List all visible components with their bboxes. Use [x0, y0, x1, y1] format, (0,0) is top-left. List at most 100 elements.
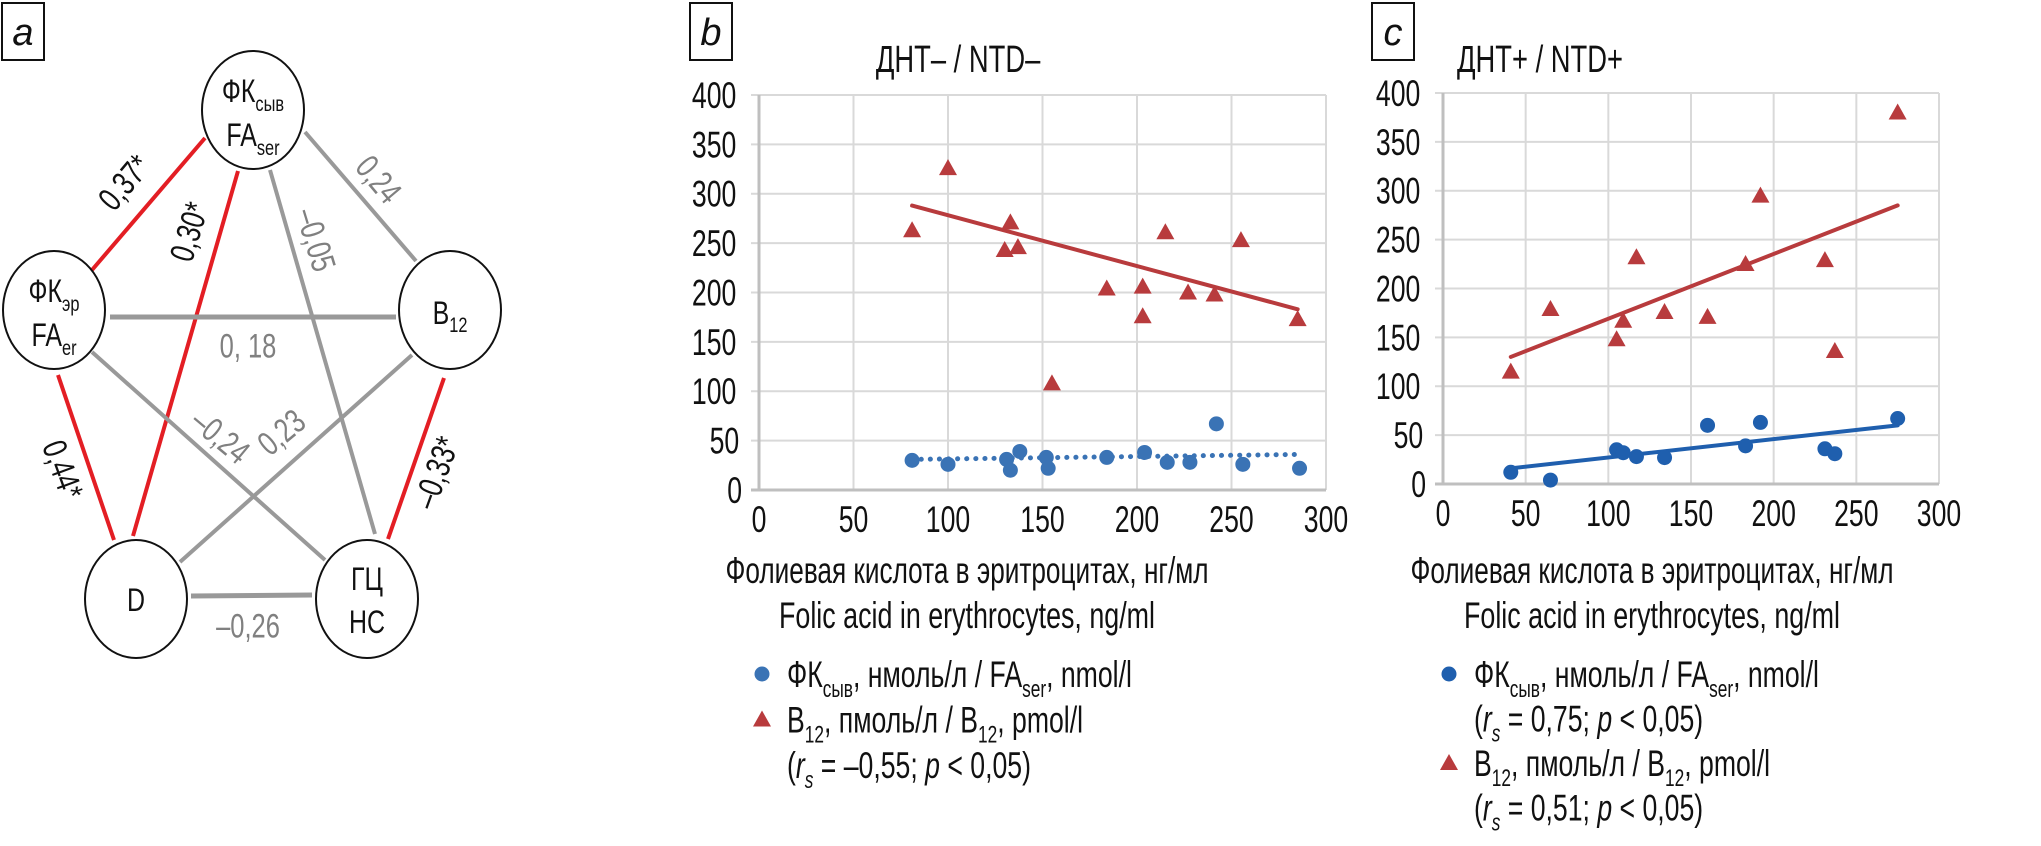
legend-subscript: ser	[1709, 676, 1733, 702]
data-point-fa-ser	[1628, 449, 1644, 465]
legend-entry: (rs = 0,51; p < 0,05)	[1474, 787, 1703, 836]
data-point-b12	[939, 159, 957, 176]
y-tick-label: 150	[1376, 317, 1420, 358]
x-tick-label: 150	[1669, 493, 1713, 534]
legend-marker-circle	[1441, 666, 1457, 682]
legend-subscript: 12	[978, 722, 997, 748]
node-d: D	[84, 539, 188, 659]
data-point-fa-ser	[1827, 446, 1843, 462]
data-point-fa-ser	[1012, 443, 1028, 459]
data-point-fa-ser	[1040, 460, 1056, 476]
legend-text-part: (	[1474, 698, 1483, 739]
y-tick-label: 250	[1376, 219, 1420, 260]
x-tick-label: 50	[839, 499, 869, 540]
data-point-b12	[1541, 300, 1560, 317]
data-point-fa-ser	[1235, 456, 1251, 472]
data-point-fa-ser	[1700, 417, 1716, 433]
data-point-b12	[1001, 213, 1020, 230]
data-point-b12	[1627, 248, 1646, 265]
edge-faer-d	[56, 374, 116, 541]
trendline-fa-ser	[1508, 423, 1900, 471]
edge-b12-hc	[386, 377, 446, 540]
legend-text-part: = 0,75;	[1500, 698, 1597, 739]
x-axis-title-ru: Фолиевая кислота в эритроцитах, нг/мл	[1411, 550, 1894, 591]
y-tick-label: 100	[692, 371, 736, 412]
data-point-b12	[1888, 103, 1907, 120]
legend-subscript: s	[805, 767, 814, 793]
x-tick-label: 0	[1436, 493, 1451, 534]
data-point-b12	[1825, 342, 1844, 359]
data-point-fa-ser	[1752, 414, 1768, 430]
data-point-fa-ser	[1137, 444, 1153, 460]
data-point-fa-ser	[1099, 449, 1115, 465]
legend-subscript: 12	[1492, 765, 1511, 791]
edge-b12-d	[178, 353, 414, 564]
x-tick-label: 200	[1751, 493, 1795, 534]
data-point-b12	[1698, 307, 1717, 324]
y-tick-label: 300	[1376, 170, 1420, 211]
edge-label-b12-hc: –0,33*	[407, 432, 467, 514]
legend-text-part: p	[924, 745, 940, 786]
legend-subscript: 12	[805, 722, 824, 748]
panel-label-c: c	[1384, 12, 1403, 54]
data-point-b12	[1655, 302, 1674, 319]
y-tick-label: 350	[1376, 122, 1420, 163]
data-point-fa-ser	[1615, 445, 1631, 461]
y-tick-label: 200	[692, 272, 736, 313]
legend-text-part: B	[787, 699, 805, 740]
legend-text-part: , пмоль/л / B	[824, 699, 978, 740]
x-tick-label: 300	[1304, 499, 1348, 540]
edge-faser-d	[131, 170, 240, 537]
data-point-b12	[1156, 223, 1175, 240]
legend-text-part: < 0,05)	[940, 745, 1031, 786]
y-tick-label: 0	[1411, 464, 1426, 505]
edge-d-hc	[190, 592, 313, 599]
y-tick-label: 150	[692, 322, 736, 363]
y-tick-label: 300	[692, 173, 736, 214]
legend-text-part: r	[1483, 787, 1493, 828]
x-tick-label: 100	[1586, 493, 1630, 534]
node-fa-ser-line1: ФКсыв	[222, 74, 284, 115]
legend-entry: (rs = 0,75; p < 0,05)	[1474, 698, 1703, 747]
node-b12: B12	[398, 250, 502, 370]
data-point-b12	[1751, 186, 1770, 203]
legend-text-part: (	[787, 745, 796, 786]
panel-label-box-c	[1371, 2, 1415, 61]
legend-text-part: B	[1474, 743, 1492, 784]
data-point-b12	[1736, 255, 1755, 272]
chart-panel-b: b ДНТ– / NTD– 0 50 100 150 200 250 300 0 50 100 150 2…	[689, 2, 1348, 794]
panel-label-a: a	[12, 12, 33, 54]
edge-label-faer-faser: 0,37*	[92, 148, 159, 218]
chart-title: ДНТ– / NTD–	[876, 39, 1041, 81]
scatter-charts: b ДНТ– / NTD– 0 50 100 150 200 250 300 0 50 100 150 2…	[689, 2, 1961, 836]
x-axis-title-ru: Фолиевая кислота в эритроцитах, нг/мл	[726, 550, 1209, 591]
trendline-b12	[1508, 203, 1900, 359]
y-tick-label: 400	[1376, 73, 1420, 114]
x-axis-title-en: Folic acid in erythrocytes, ng/ml	[1464, 595, 1840, 636]
x-tick-label: 50	[1511, 493, 1541, 534]
legend-text-part: = 0,51;	[1500, 787, 1597, 828]
legend-entry: B12, пмоль/л / B12, pmol/l	[1474, 743, 1770, 792]
node-b12-label: B12	[433, 296, 468, 336]
edge-faser-hc	[268, 169, 377, 535]
trendline-b12	[910, 203, 1300, 312]
node-hc-line1: ГЦ	[351, 562, 383, 598]
data-point-fa-ser	[1002, 462, 1018, 478]
data-point-b12	[1815, 251, 1834, 268]
data-point-fa-ser	[1159, 454, 1175, 470]
x-tick-label: 300	[1917, 493, 1961, 534]
data-point-fa-ser	[1292, 460, 1308, 476]
legend-entry: B12, пмоль/л / B12, pmol/l	[787, 699, 1083, 748]
node-hc: ГЦ HC	[315, 539, 419, 659]
data-point-b12	[1097, 279, 1116, 296]
node-fa-ser-line2: FAser	[226, 118, 279, 159]
x-tick-label: 200	[1115, 499, 1159, 540]
legend-text-part: , пмоль/л / B	[1511, 743, 1665, 784]
node-d-label: D	[127, 583, 145, 619]
data-point-b12	[1614, 311, 1633, 328]
x-axis-title-en: Folic acid in erythrocytes, ng/ml	[779, 595, 1155, 636]
data-point-b12	[1231, 231, 1250, 248]
edge-label-faser-b12: 0,24	[348, 149, 408, 211]
edge-label-faser-d: 0,30*	[163, 198, 216, 266]
